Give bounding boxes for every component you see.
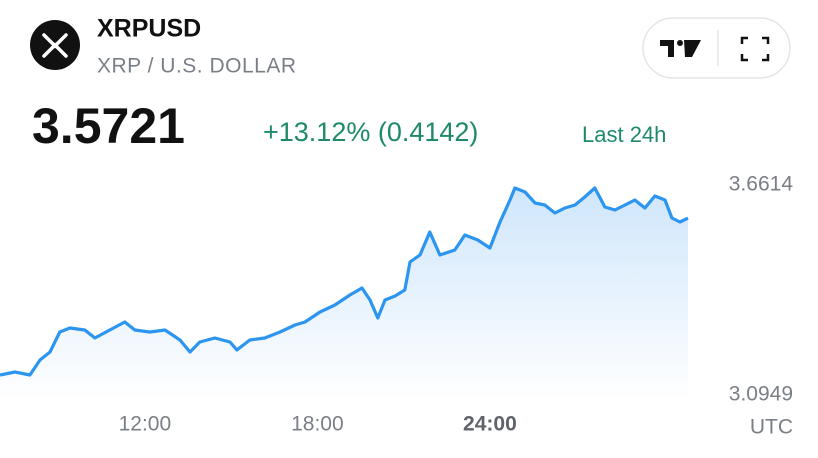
y-tick-label: 3.6614 <box>729 173 794 196</box>
plot: 3.0949 3.6614 12:00 18:00 24:00 <box>0 173 793 436</box>
period: Last 24h <box>582 122 666 147</box>
x-tick-label: 24:00 <box>463 413 517 436</box>
toolbar <box>642 17 791 79</box>
x-tick-label: 18:00 <box>291 413 344 436</box>
fullscreen-button[interactable] <box>740 36 770 62</box>
price-line <box>0 186 689 377</box>
change: +13.12% (0.4142) <box>263 117 478 147</box>
x-axis-label: UTC <box>750 416 793 439</box>
description: XRP / U.S. DOLLAR <box>97 55 297 78</box>
tradingview-button[interactable] <box>660 40 701 57</box>
symbol-logo <box>30 20 80 70</box>
area-fill <box>0 188 688 400</box>
symbol: XRPUSD <box>97 15 201 43</box>
x-tick-label: 12:00 <box>119 413 172 436</box>
y-tick-label: 3.0949 <box>729 383 793 406</box>
price: 3.5721 <box>32 98 185 154</box>
